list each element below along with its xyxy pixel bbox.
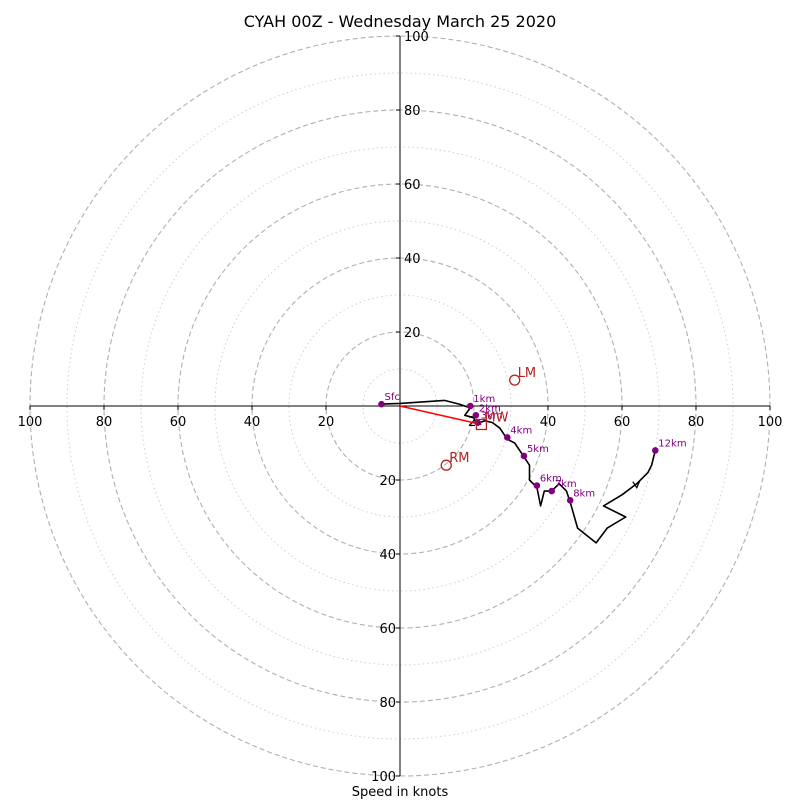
y-tick-label: 60 xyxy=(404,178,421,193)
height-label: 5km xyxy=(527,444,549,455)
height-point xyxy=(533,482,541,489)
storm-motion-marker xyxy=(440,459,452,471)
height-label: 12km xyxy=(658,438,686,449)
y-tick-label: 80 xyxy=(379,696,396,711)
trace-arrow xyxy=(632,480,641,490)
x-tick-label: 100 xyxy=(18,415,43,430)
height-label: 3km xyxy=(481,411,503,422)
y-tick-label: 80 xyxy=(404,104,421,119)
tick-labels: 100 80 60 40 20 40 60 80 10020406080100204060801… xyxy=(18,30,783,785)
y-tick-label: 40 xyxy=(404,252,421,267)
y-tick-label: 40 xyxy=(379,548,396,563)
storm-motion-label: RM xyxy=(449,451,469,466)
y-tick-label: 20 xyxy=(404,326,421,341)
x-tick-label: 60 xyxy=(170,415,187,430)
y-tick-label: 60 xyxy=(379,622,396,637)
chart-title: CYAH 00Z - Wednesday March 25 2020 xyxy=(244,12,557,31)
x-tick-label: 40 xyxy=(540,415,557,430)
storm-motion-marker xyxy=(509,374,521,386)
height-label: 1km xyxy=(473,394,495,405)
height-point xyxy=(652,447,659,454)
height-label: Sfc xyxy=(385,392,400,403)
mean-wind-vector xyxy=(399,405,482,426)
x-tick-label: 40 xyxy=(244,415,261,430)
height-point xyxy=(566,497,574,504)
height-point xyxy=(472,411,480,419)
height-label: 8km xyxy=(573,488,595,499)
x-axis-label: Speed in knots xyxy=(352,785,449,800)
height-point xyxy=(467,402,474,410)
height-label: 2km xyxy=(479,403,501,414)
y-tick-label: 100 xyxy=(371,770,396,785)
height-label: 4km xyxy=(510,425,532,436)
mean-wind-marker xyxy=(475,418,488,431)
height-label: 6km xyxy=(540,474,562,485)
height-point xyxy=(504,434,511,441)
x-tick-label: 80 xyxy=(96,415,113,430)
storm-motion-label: LM xyxy=(518,366,536,381)
height-label: 7km xyxy=(555,479,577,490)
y-tick-label: 100 xyxy=(404,30,429,45)
x-tick-label: 100 xyxy=(758,415,783,430)
x-tick-label: 20 xyxy=(318,415,335,430)
y-tick-label: 20 xyxy=(379,474,396,489)
height-point xyxy=(520,452,528,460)
storm-motion-label: MW xyxy=(484,411,508,426)
x-tick-label: 80 xyxy=(688,415,705,430)
x-tick-label: 60 xyxy=(614,415,631,430)
height-point xyxy=(548,487,555,495)
height-point xyxy=(378,400,385,408)
storm-motions: LM MW RM xyxy=(440,366,536,471)
